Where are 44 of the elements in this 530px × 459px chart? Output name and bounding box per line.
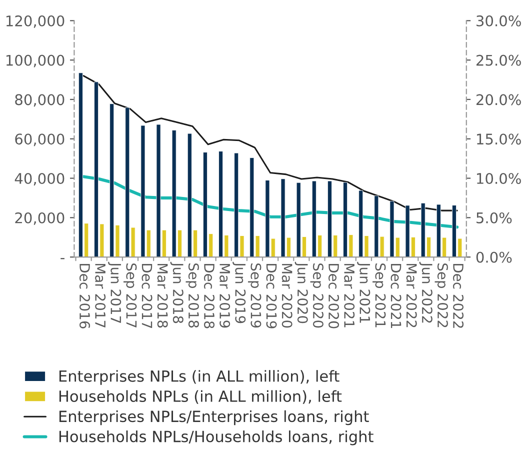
x-tick-label: Sep 2019 <box>248 264 262 328</box>
legend-label: Households NPLs/Households loans, right <box>59 430 374 446</box>
y-tick-label: 100,000 <box>6 54 64 68</box>
y2-tick-label: 10.0% <box>477 172 521 184</box>
x-tick-label: Dec 2019 <box>266 264 277 328</box>
y2-tick-label: 20.0% <box>476 94 521 106</box>
x-tick-label: Jun 2020 <box>294 262 308 324</box>
y-tick-label: 20,000 <box>15 212 64 225</box>
y-tick-label: 40,000 <box>14 172 64 186</box>
x-tick-label: Jun 2021 <box>357 262 370 323</box>
x-tick-label: Jun 2017 <box>108 262 122 323</box>
y2-tick-label: 25.0% <box>476 54 521 66</box>
x-tick-label: Mar 2018 <box>157 264 168 328</box>
y2-tick-label: 5.0% <box>476 212 512 224</box>
x-tick-label: Dec 2018 <box>204 264 215 328</box>
x-tick-label: Mar 2020 <box>282 264 292 328</box>
x-tick-label: Jun 2018 <box>170 262 184 324</box>
y-tick-label: 120,000 <box>6 15 64 28</box>
x-tick-label: Dec 2020 <box>328 264 340 328</box>
x-tick-label: Mar 2022 <box>406 264 417 328</box>
y-tick-label: - <box>60 258 64 260</box>
x-tick-label: Sep 2021 <box>372 264 386 328</box>
y2-tick-label: 0.0% <box>476 252 512 263</box>
x-tick-label: Dec 2022 <box>453 264 464 328</box>
x-tick-label: Jun 2022 <box>419 262 432 323</box>
legend-label: Enterprises NPLs (in ALL million), left <box>59 370 340 385</box>
x-tick-label: Dec 2017 <box>142 264 152 328</box>
x-tick-label: Sep 2017 <box>124 264 137 328</box>
x-tick-label: Sep 2018 <box>186 264 199 328</box>
legend-label: Enterprises NPLs/Enterprises loans, right <box>59 410 369 426</box>
line-series <box>82 75 458 212</box>
y2-tick-label: 15.0% <box>477 134 521 145</box>
x-tick-label: Mar 2021 <box>344 264 355 328</box>
x-tick-label: Dec 2021 <box>390 264 402 328</box>
y-tick-label: 80,000 <box>15 94 64 107</box>
x-tick-label: Jun 2019 <box>232 262 246 324</box>
x-tick-label: Mar 2019 <box>220 264 230 328</box>
legend-label: Households NPLs (in ALL million), left <box>59 390 342 404</box>
x-tick-label: Mar 2017 <box>95 264 106 328</box>
y-tick-label: 60,000 <box>15 134 64 146</box>
x-tick-label: Sep 2020 <box>310 264 324 328</box>
x-tick-label: Dec 2016 <box>80 264 90 328</box>
x-tick-label: Sep 2022 <box>434 264 448 328</box>
y2-tick-label: 30.0% <box>476 15 521 26</box>
